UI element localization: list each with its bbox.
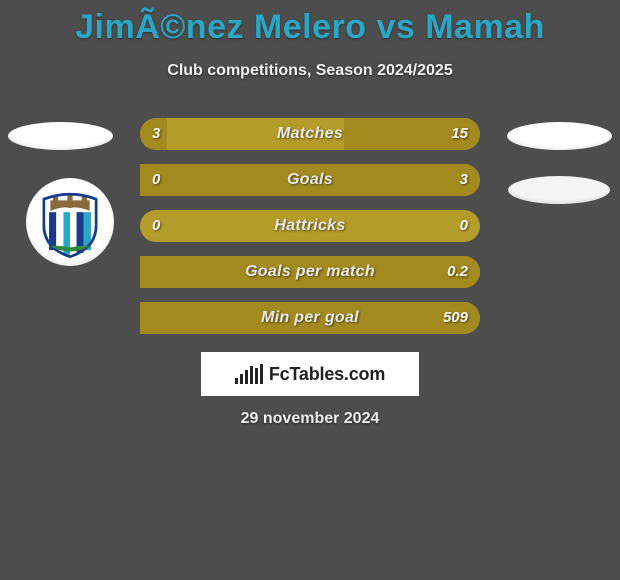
page-subtitle: Club competitions, Season 2024/2025	[0, 62, 620, 80]
logo-text: FcTables.com	[269, 364, 385, 385]
stat-value-right: 0	[460, 210, 468, 242]
bar-chart-icon	[235, 364, 263, 384]
stat-row-goals: 0 Goals 3	[140, 164, 480, 196]
stat-value-right: 15	[451, 118, 468, 150]
club-right-placeholder	[508, 176, 610, 204]
logo-bar	[255, 368, 258, 384]
page-title: JimÃ©nez Melero vs Mamah	[0, 8, 620, 47]
stat-label: Min per goal	[140, 302, 480, 334]
stat-label: Goals per match	[140, 256, 480, 288]
logo-bar	[250, 366, 253, 384]
logo-bar	[240, 374, 243, 384]
stat-label: Goals	[140, 164, 480, 196]
stat-row-matches: 3 Matches 15	[140, 118, 480, 150]
stat-value-right: 509	[443, 302, 468, 334]
player-right-placeholder	[507, 122, 612, 150]
logo-bar	[260, 364, 263, 384]
logo-bar	[235, 378, 238, 384]
stat-row-min-per-goal: Min per goal 509	[140, 302, 480, 334]
stats-container: 3 Matches 15 0 Goals 3 0 Hattricks 0 Goa…	[140, 118, 480, 348]
stat-label: Hattricks	[140, 210, 480, 242]
fctables-logo: FcTables.com	[201, 352, 419, 396]
stat-row-hattricks: 0 Hattricks 0	[140, 210, 480, 242]
stat-value-right: 0.2	[447, 256, 468, 288]
player-left-placeholder	[8, 122, 113, 150]
logo-bar	[245, 370, 248, 384]
stat-row-goals-per-match: Goals per match 0.2	[140, 256, 480, 288]
club-left-badge	[26, 178, 114, 266]
shield-icon	[37, 186, 103, 258]
stat-value-right: 3	[460, 164, 468, 196]
stat-label: Matches	[140, 118, 480, 150]
footer-date: 29 november 2024	[0, 410, 620, 428]
